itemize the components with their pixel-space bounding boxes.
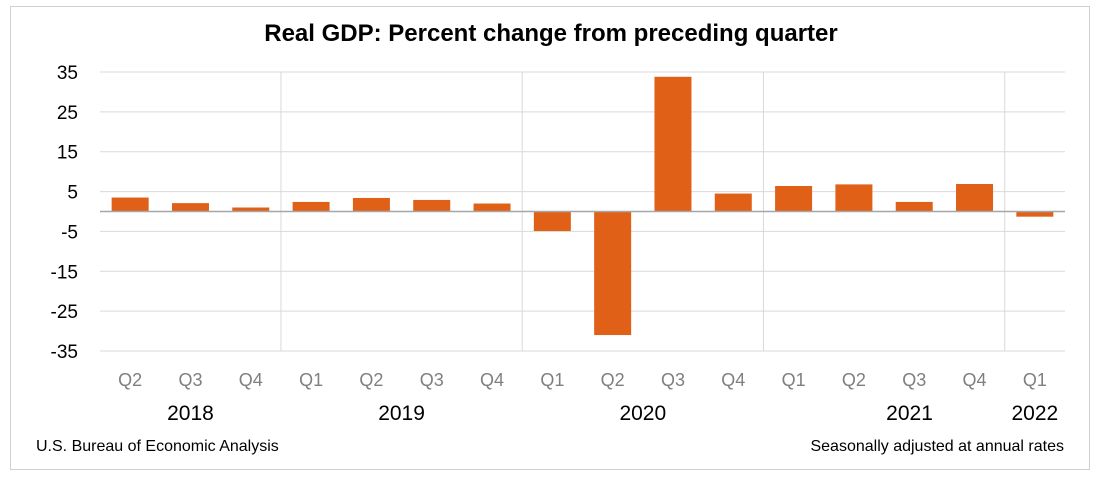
quarter-tick-label: Q4 xyxy=(480,370,504,390)
y-tick-label: 5 xyxy=(67,183,78,204)
chart-title: Real GDP: Percent change from preceding … xyxy=(264,20,838,47)
year-label-2018: 2018 xyxy=(167,402,214,425)
quarter-tick-label: Q2 xyxy=(842,370,866,390)
y-tick-label: -5 xyxy=(61,222,78,243)
bar-8 xyxy=(594,211,632,336)
y-tick-label: -15 xyxy=(51,262,78,283)
gridlines xyxy=(100,71,1065,352)
bar-14 xyxy=(956,183,994,212)
y-tick-label: -25 xyxy=(51,302,78,323)
bar-9 xyxy=(654,76,692,212)
bar-13 xyxy=(895,201,933,212)
bar-3 xyxy=(292,201,330,212)
year-label-2022: 2022 xyxy=(1011,402,1058,425)
y-tick-label: 15 xyxy=(57,143,78,164)
quarter-ticks: Q2 Q3 Q4 Q1 Q2 Q3 Q4 Q1 Q2 Q3 Q4 Q1 Q2 Q3 Q4 Q1 xyxy=(118,370,1047,390)
quarter-tick-label: Q2 xyxy=(359,370,383,390)
quarter-tick-label: Q4 xyxy=(721,370,745,390)
quarter-tick-label: Q3 xyxy=(420,370,444,390)
quarter-tick-label: Q4 xyxy=(963,370,987,390)
year-label-2021: 2021 xyxy=(886,402,933,425)
bar-7 xyxy=(533,211,571,232)
bar-12 xyxy=(835,184,873,212)
bar-10 xyxy=(714,193,752,212)
year-ticks: 2018 2019 2020 2021 2022 xyxy=(167,402,1058,425)
year-label-2019: 2019 xyxy=(378,402,425,425)
quarter-tick-label: Q1 xyxy=(540,370,564,390)
year-label-2020: 2020 xyxy=(619,402,666,425)
quarter-tick-label: Q2 xyxy=(601,370,625,390)
quarter-tick-label: Q1 xyxy=(299,370,323,390)
seasonal-note: Seasonally adjusted at annual rates xyxy=(810,438,1064,455)
chart-frame xyxy=(10,6,1090,470)
quarter-tick-label: Q1 xyxy=(782,370,806,390)
bar-1 xyxy=(171,203,209,212)
bar-15 xyxy=(1016,211,1054,217)
y-axis-ticks: 35 25 15 5 -5 -15 -25 -35 xyxy=(51,63,78,363)
quarter-tick-label: Q2 xyxy=(118,370,142,390)
bars xyxy=(111,76,1054,336)
quarter-tick-label: Q1 xyxy=(1023,370,1047,390)
y-tick-label: -35 xyxy=(51,342,78,363)
quarter-tick-label: Q3 xyxy=(902,370,926,390)
y-tick-label: 35 xyxy=(57,63,78,84)
bar-6 xyxy=(473,203,511,212)
bar-0 xyxy=(111,197,149,212)
quarter-tick-label: Q3 xyxy=(661,370,685,390)
quarter-tick-label: Q4 xyxy=(239,370,263,390)
bar-4 xyxy=(352,197,390,212)
bar-5 xyxy=(413,199,451,212)
quarter-tick-label: Q3 xyxy=(178,370,202,390)
source-note: U.S. Bureau of Economic Analysis xyxy=(36,438,279,455)
bar-11 xyxy=(775,185,813,212)
bar-2 xyxy=(232,207,270,212)
y-tick-label: 25 xyxy=(57,103,78,124)
